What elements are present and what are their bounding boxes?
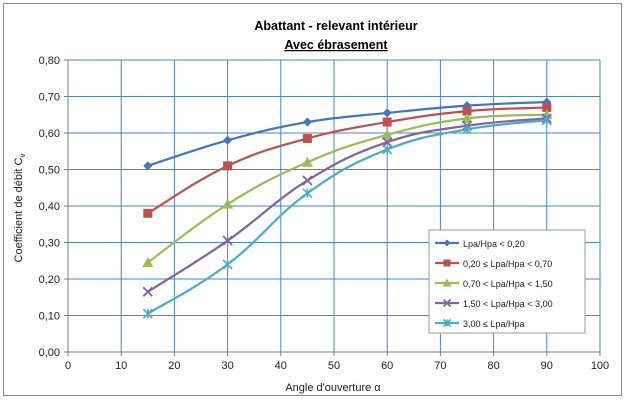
series-layer [142,97,553,319]
data-point [382,136,393,148]
series-line [147,100,547,167]
data-point [382,144,393,155]
legend-swatch-marker [442,318,452,328]
legend-label: 1,50 < Lpa/Hpa < 3,00 [463,299,553,309]
data-point [461,112,473,123]
data-point [302,188,313,199]
series-2 [143,102,552,218]
x-tick-label: 60 [381,360,393,372]
y-tick-label: 0,50 [39,165,60,177]
legend-box [428,229,586,334]
x-tick-label: 0 [65,360,71,372]
y-axis-label-group: Coefficient de débit Cv [13,154,27,263]
chart-title: Abattant - relevant intérieur [254,19,417,33]
data-point [541,115,552,126]
x-tick-label: 100 [591,360,609,372]
legend-entry: 1,50 < Lpa/Hpa < 3,00 [435,298,553,309]
data-point [461,124,473,135]
data-point [222,235,233,246]
data-point [382,108,392,118]
data-point [222,259,233,270]
data-point [301,156,313,167]
y-tick-label: 0,20 [39,274,60,286]
data-point [142,257,154,268]
legend-swatch-marker [443,259,451,267]
y-tick-label: 0,80 [39,55,60,67]
legend-entry: Lpa/Hpa < 0,20 [435,239,525,249]
legend: Lpa/Hpa < 0,20 0,20 ≤ Lpa/Hpa < 0,70 0,70 … [428,229,586,334]
y-tick-label: 0,70 [39,92,60,104]
data-point [142,308,153,319]
data-point [302,133,312,143]
series-5 [142,115,552,319]
data-point [142,286,153,297]
y-tick-label: 0,00 [39,347,60,359]
data-point [381,129,393,140]
x-tick-label: 50 [328,360,340,372]
legend-label: Lpa/Hpa < 0,20 [463,239,525,249]
y-tick-label: 0,40 [39,201,60,213]
data-point [143,161,153,171]
x-tick-label: 20 [168,360,180,372]
y-tick-label: 0,30 [39,238,60,250]
legend-swatch-marker [442,278,452,287]
data-point [302,175,313,186]
legend-label: 0,70 < Lpa/Hpa < 1,50 [463,279,553,289]
legend-swatch-marker [442,298,452,308]
data-point [542,102,552,112]
legend-label: 3,00 ≤ Lpa/Hpa [463,319,524,329]
legend-label: 0,20 ≤ Lpa/Hpa < 0,70 [463,259,552,269]
x-tick-label: 10 [115,360,127,372]
data-point [302,117,312,127]
data-point [223,135,233,145]
tick-labels: 0 10 20 30 40 50 60 70 80 90 100 0,00 0,10 0,20 0,30 0,… [39,55,610,372]
x-axis-label: Angle d'ouverture α [285,382,381,394]
data-point [462,106,472,116]
y-tick-label: 0,10 [39,311,60,323]
x-tick-label: 70 [434,360,446,372]
legend-entry: 0,70 < Lpa/Hpa < 1,50 [435,278,553,289]
data-point [382,117,392,127]
chart-subtitle: Avec ébrasement [284,38,388,52]
y-axis-label: Coefficient de débit Cv [13,154,27,263]
x-tick-label: 40 [275,360,287,372]
x-tick-label: 90 [541,360,553,372]
data-point [143,208,153,218]
y-tick-label: 0,60 [39,128,60,140]
data-point [223,161,233,171]
data-point [222,198,234,209]
x-tick-label: 80 [487,360,499,372]
legend-entry: 0,20 ≤ Lpa/Hpa < 0,70 [435,259,552,269]
x-tick-label: 30 [221,360,233,372]
series-3 [142,109,553,268]
legend-swatch-marker [443,239,451,247]
y-axis-label-subscript: v [18,154,27,158]
legend-entry: 3,00 ≤ Lpa/Hpa [435,318,524,329]
y-axis-label-text: Coefficient de débit C [13,157,25,262]
